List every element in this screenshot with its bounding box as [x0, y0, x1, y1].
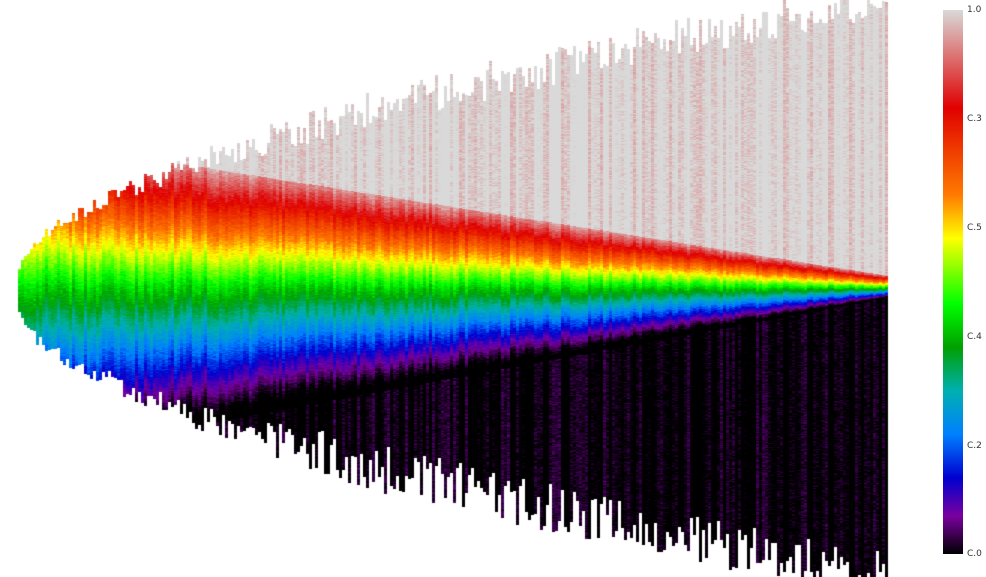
colorbar-tick-label: C.0	[967, 549, 982, 559]
colorbar-tick-label: C.4	[967, 332, 982, 342]
colorbar-tick-label: C.5	[967, 223, 982, 233]
heatmap-plot	[0, 0, 900, 577]
colorbar-tick-label: 1.0	[967, 5, 982, 15]
colorbar-tick-label: C.3	[967, 114, 982, 124]
colorbar-gradient	[943, 10, 963, 554]
colorbar	[943, 10, 963, 554]
colorbar-tick-label: C.2	[967, 441, 982, 451]
